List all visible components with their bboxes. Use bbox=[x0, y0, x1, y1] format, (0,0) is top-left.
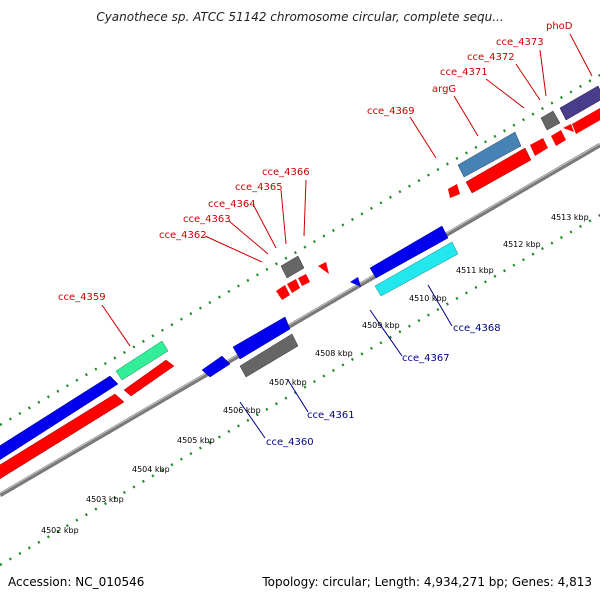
gene-label-cce-4372[interactable]: cce_4372 bbox=[467, 52, 515, 63]
gene-label-cce-4371[interactable]: cce_4371 bbox=[440, 67, 488, 78]
gene-label-cce-4367[interactable]: cce_4367 bbox=[402, 353, 450, 364]
tick-label: 4511 kbp bbox=[456, 266, 494, 275]
gene-cce-4366[interactable] bbox=[280, 255, 305, 279]
cds-cce-4371[interactable] bbox=[530, 138, 548, 156]
genome-backbone-highlight bbox=[0, 143, 600, 494]
tick-label: 4512 kbp bbox=[503, 240, 541, 249]
cds-red-left[interactable] bbox=[0, 393, 125, 480]
cds-argG[interactable] bbox=[465, 147, 532, 194]
gene-cce-4368[interactable] bbox=[374, 241, 459, 297]
gene-cce-4361[interactable] bbox=[239, 333, 299, 378]
gene-cce-4367[interactable] bbox=[369, 225, 449, 279]
gene-label-cce-4368[interactable]: cce_4368 bbox=[453, 323, 501, 334]
tick-label: 4504 kbp bbox=[132, 465, 170, 474]
gene-cce-4372[interactable] bbox=[540, 110, 561, 131]
cds-phoD[interactable] bbox=[572, 108, 600, 134]
gene-cce-4360[interactable] bbox=[201, 355, 231, 378]
gene-phoD[interactable] bbox=[559, 85, 600, 121]
tick-label: 4506 kbp bbox=[223, 406, 261, 415]
gene-argG[interactable] bbox=[457, 131, 522, 178]
forward-leaders bbox=[101, 33, 593, 347]
tick-label: 4510 kbp bbox=[409, 294, 447, 303]
map-title: Cyanothece sp. ATCC 51142 chromosome cir… bbox=[96, 10, 504, 24]
gene-label-cce-4363[interactable]: cce_4363 bbox=[183, 214, 231, 225]
cds-cce-4362[interactable] bbox=[276, 274, 310, 300]
cds-cce-4366[interactable] bbox=[318, 262, 329, 274]
gene-label-cce-4366[interactable]: cce_4366 bbox=[262, 167, 310, 178]
accession-text: Accession: NC_010546 bbox=[8, 575, 145, 589]
tick-label: 4508 kbp bbox=[315, 349, 353, 358]
cds-cce-4367-small[interactable] bbox=[350, 277, 361, 287]
genome-backbone bbox=[0, 143, 600, 497]
reverse-leaders bbox=[239, 284, 453, 439]
gene-label-cce-4364[interactable]: cce_4364 bbox=[208, 199, 256, 210]
gene-label-argG[interactable]: argG bbox=[432, 84, 457, 95]
cds-cce-4359[interactable] bbox=[123, 359, 175, 397]
tick-label: 4503 kbp bbox=[86, 495, 124, 504]
cds-cce-4369[interactable] bbox=[448, 184, 460, 198]
gene-label-cce-4365[interactable]: cce_4365 bbox=[235, 182, 283, 193]
gene-label-cce-4359[interactable]: cce_4359 bbox=[58, 292, 106, 303]
genome-summary-text: Topology: circular; Length: 4,934,271 bp… bbox=[262, 575, 592, 589]
gene-cce-4359[interactable] bbox=[115, 340, 169, 381]
gene-label-cce-4360[interactable]: cce_4360 bbox=[266, 437, 314, 448]
tick-label: 4509 kbp bbox=[362, 321, 400, 330]
gene-blue-4361[interactable] bbox=[232, 316, 291, 360]
tick-label: 4507 kbp bbox=[269, 378, 307, 387]
tick-label: 4513 kbp bbox=[551, 213, 589, 222]
gene-label-phoD[interactable]: phoD bbox=[546, 21, 573, 32]
gene-label-cce-4369[interactable]: cce_4369 bbox=[367, 106, 415, 117]
tick-label: 4502 kbp bbox=[41, 526, 79, 535]
gene-blue-left[interactable] bbox=[0, 375, 119, 461]
gene-label-cce-4362[interactable]: cce_4362 bbox=[159, 230, 207, 241]
gene-label-cce-4373[interactable]: cce_4373 bbox=[496, 37, 544, 48]
gene-label-cce-4361[interactable]: cce_4361 bbox=[307, 410, 355, 421]
cds-cce-4373[interactable] bbox=[551, 124, 574, 146]
tick-label: 4505 kbp bbox=[177, 436, 215, 445]
